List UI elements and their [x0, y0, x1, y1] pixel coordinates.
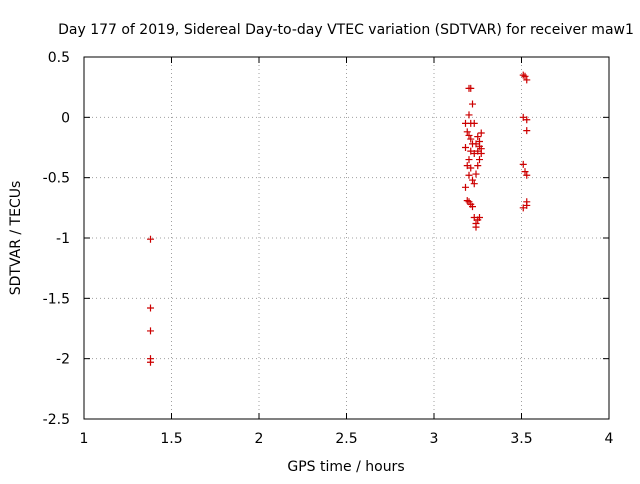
data-point	[462, 183, 469, 191]
data-point	[147, 327, 154, 335]
data-point	[523, 127, 531, 135]
data-point	[463, 128, 471, 136]
y-tick-label: -2.5	[43, 412, 70, 428]
data-point	[519, 160, 527, 168]
x-axis-label: GPS time / hours	[287, 459, 404, 475]
data-point	[474, 133, 482, 141]
data-point	[521, 168, 529, 176]
data-point	[523, 116, 531, 124]
data-point	[523, 171, 531, 179]
y-tick-label: 0.5	[48, 50, 70, 66]
data-point	[519, 71, 527, 79]
data-point	[467, 135, 475, 143]
data-point	[470, 180, 478, 188]
data-point	[465, 131, 473, 139]
data-point	[467, 164, 475, 172]
data-points	[147, 71, 531, 366]
data-point	[470, 119, 478, 127]
data-point	[469, 100, 476, 108]
data-point	[476, 156, 483, 164]
data-point	[476, 213, 483, 221]
data-point	[147, 304, 154, 312]
x-tick-label: 4	[605, 431, 614, 447]
data-point	[147, 235, 154, 243]
x-tick-label: 3	[430, 431, 439, 447]
data-point	[469, 176, 476, 184]
x-tick-label: 3.5	[510, 431, 532, 447]
data-point	[462, 144, 469, 151]
chart-title: Day 177 of 2019, Sidereal Day-to-day VTE…	[58, 22, 634, 38]
data-point	[469, 203, 476, 211]
y-tick-label: -1.5	[43, 291, 70, 307]
y-tick-label: -2	[56, 352, 70, 368]
y-tick-label: -1	[56, 231, 70, 247]
data-point	[477, 129, 485, 137]
axes: 1 1.5 2 2.5 3 3.5 4 0.5 0 -0.5 -1 -1.5 -2 -2.5	[43, 50, 614, 447]
y-tick-label: 0	[61, 110, 70, 126]
y-axis-label: SDTVAR / TECUs	[8, 181, 24, 296]
x-tick-label: 2	[255, 431, 264, 447]
grid	[84, 57, 609, 419]
data-point	[523, 201, 531, 209]
data-point	[465, 171, 473, 179]
data-point	[472, 170, 480, 178]
data-point	[463, 197, 471, 205]
data-point	[147, 358, 154, 366]
data-point	[465, 156, 473, 164]
data-point	[467, 84, 475, 92]
data-point	[465, 111, 473, 119]
data-point	[472, 223, 480, 231]
y-tick-label: -0.5	[43, 171, 70, 187]
data-point	[521, 72, 529, 80]
data-point	[523, 76, 531, 84]
data-point	[477, 150, 485, 158]
x-tick-label: 2.5	[335, 431, 357, 447]
x-tick-label: 1	[80, 431, 89, 447]
x-tick-label: 1.5	[160, 431, 182, 447]
data-point	[474, 162, 482, 170]
